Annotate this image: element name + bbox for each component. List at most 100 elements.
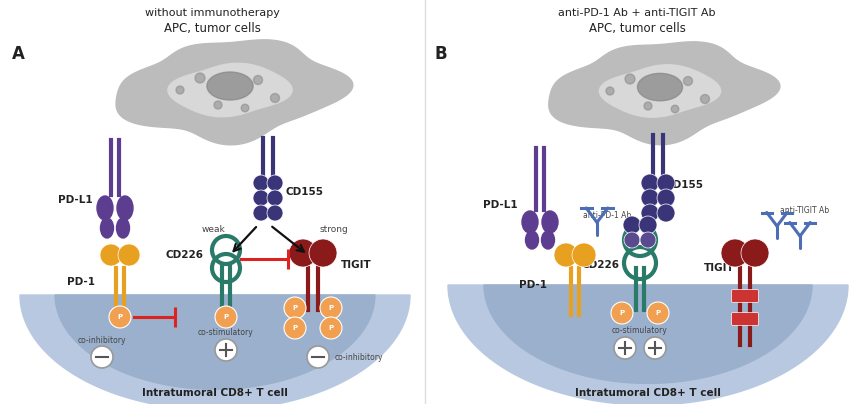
Ellipse shape <box>638 74 683 101</box>
Text: co-inhibitory: co-inhibitory <box>77 336 127 345</box>
Text: weak: weak <box>201 225 225 234</box>
Text: anti-PD-1 Ab + anti-TIGIT Ab: anti-PD-1 Ab + anti-TIGIT Ab <box>558 8 716 18</box>
Circle shape <box>309 239 337 267</box>
Text: CD226: CD226 <box>582 260 620 270</box>
Text: PD-1: PD-1 <box>67 277 95 287</box>
Text: A: A <box>12 45 25 63</box>
Text: P: P <box>292 305 298 311</box>
Polygon shape <box>549 42 780 145</box>
Circle shape <box>109 306 131 328</box>
Circle shape <box>572 243 596 267</box>
Circle shape <box>554 243 578 267</box>
Circle shape <box>215 339 237 361</box>
Circle shape <box>253 205 269 221</box>
Circle shape <box>721 239 749 267</box>
Circle shape <box>741 239 769 267</box>
Circle shape <box>623 216 641 234</box>
Text: without immunotherapy: without immunotherapy <box>144 8 280 18</box>
Text: P: P <box>328 305 333 311</box>
Circle shape <box>267 175 283 191</box>
Ellipse shape <box>522 211 538 233</box>
Circle shape <box>267 205 283 221</box>
Text: PD-L1: PD-L1 <box>59 195 93 205</box>
Circle shape <box>641 189 659 207</box>
Ellipse shape <box>525 231 539 249</box>
Circle shape <box>118 244 140 266</box>
Text: P: P <box>620 310 625 316</box>
Circle shape <box>640 232 656 248</box>
Ellipse shape <box>117 196 133 220</box>
Circle shape <box>284 317 306 339</box>
Text: APC, tumor cells: APC, tumor cells <box>163 22 260 35</box>
Ellipse shape <box>116 218 129 238</box>
Circle shape <box>672 105 679 113</box>
Ellipse shape <box>97 196 113 220</box>
Text: anti-TIGIT Ab: anti-TIGIT Ab <box>780 206 829 215</box>
FancyBboxPatch shape <box>732 290 758 303</box>
Circle shape <box>214 101 222 109</box>
Polygon shape <box>599 65 721 117</box>
Circle shape <box>176 86 184 94</box>
Text: B: B <box>435 45 448 63</box>
Circle shape <box>611 302 633 324</box>
Circle shape <box>700 95 710 103</box>
Text: CD155: CD155 <box>666 180 704 190</box>
Circle shape <box>657 174 675 192</box>
Circle shape <box>624 232 640 248</box>
Circle shape <box>644 102 652 110</box>
Circle shape <box>641 174 659 192</box>
Text: Intratumoral CD8+ T cell: Intratumoral CD8+ T cell <box>142 388 288 398</box>
Circle shape <box>284 297 306 319</box>
Circle shape <box>215 306 237 328</box>
Text: PD-1: PD-1 <box>519 280 547 290</box>
Text: co-inhibitory: co-inhibitory <box>335 353 383 362</box>
Circle shape <box>267 190 283 206</box>
Circle shape <box>614 337 636 359</box>
Polygon shape <box>448 285 848 404</box>
Circle shape <box>270 93 280 103</box>
Polygon shape <box>20 295 410 404</box>
FancyBboxPatch shape <box>732 313 758 326</box>
Circle shape <box>320 317 342 339</box>
Circle shape <box>644 337 666 359</box>
Text: P: P <box>655 310 660 316</box>
Circle shape <box>307 346 329 368</box>
Ellipse shape <box>542 211 558 233</box>
Circle shape <box>195 73 205 83</box>
Text: co-stimulatory: co-stimulatory <box>198 328 254 337</box>
Circle shape <box>657 189 675 207</box>
Text: CD226: CD226 <box>166 250 204 260</box>
Circle shape <box>320 297 342 319</box>
Circle shape <box>289 239 317 267</box>
Text: co-stimulatory: co-stimulatory <box>612 326 668 335</box>
Circle shape <box>641 204 659 222</box>
Circle shape <box>639 216 657 234</box>
Text: Intratumoral CD8+ T cell: Intratumoral CD8+ T cell <box>575 388 721 398</box>
Circle shape <box>253 76 263 84</box>
Circle shape <box>91 346 113 368</box>
Text: P: P <box>224 314 229 320</box>
Circle shape <box>253 190 269 206</box>
Polygon shape <box>55 295 375 389</box>
Circle shape <box>100 244 122 266</box>
Ellipse shape <box>207 72 253 100</box>
Text: TIGIT: TIGIT <box>341 260 371 270</box>
Circle shape <box>606 87 614 95</box>
Polygon shape <box>168 63 292 117</box>
Circle shape <box>647 302 669 324</box>
Text: strong: strong <box>320 225 348 234</box>
Circle shape <box>241 104 249 112</box>
Text: P: P <box>117 314 122 320</box>
Text: P: P <box>292 325 298 331</box>
Circle shape <box>657 204 675 222</box>
Text: P: P <box>328 325 333 331</box>
Circle shape <box>625 74 635 84</box>
Polygon shape <box>116 40 353 145</box>
Polygon shape <box>484 285 812 383</box>
Ellipse shape <box>100 218 114 238</box>
Text: CD155: CD155 <box>286 187 324 197</box>
Circle shape <box>683 76 693 86</box>
Text: anti-PD-1 Ab: anti-PD-1 Ab <box>583 211 632 220</box>
Text: PD-L1: PD-L1 <box>484 200 518 210</box>
Text: TIGIT: TIGIT <box>705 263 735 273</box>
